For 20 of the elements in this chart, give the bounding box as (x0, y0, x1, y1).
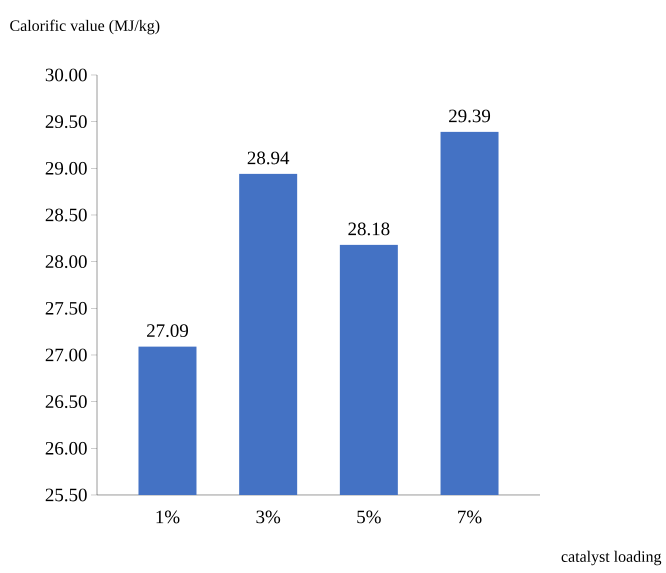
y-tick-label: 28.00 (46, 255, 87, 268)
y-tick-label: 26.00 (46, 442, 87, 455)
x-tick-label: 1% (156, 510, 180, 524)
x-tick-label: 5% (357, 510, 381, 524)
y-tick-label: 28.50 (46, 208, 87, 222)
y-tick-label: 29.50 (46, 115, 87, 128)
data-label: 29.39 (449, 110, 490, 122)
x-axis-title: catalyst loading (562, 550, 662, 566)
y-tick-label: 30.00 (46, 68, 87, 82)
y-tick-label: 27.00 (46, 348, 87, 362)
x-tick-label: 7% (458, 510, 482, 524)
data-label: 28.18 (348, 222, 390, 236)
y-tick-label: 25.50 (46, 488, 87, 502)
y-axis-title: Calorific value (MJ/kg) (10, 20, 160, 34)
y-tick-label: 27.50 (46, 302, 87, 315)
data-label: 28.94 (248, 152, 290, 164)
x-tick-label: 3% (256, 510, 280, 524)
data-label: 27.09 (147, 324, 188, 338)
y-tick-label: 29.00 (46, 162, 87, 175)
y-tick-label: 26.50 (46, 395, 87, 408)
